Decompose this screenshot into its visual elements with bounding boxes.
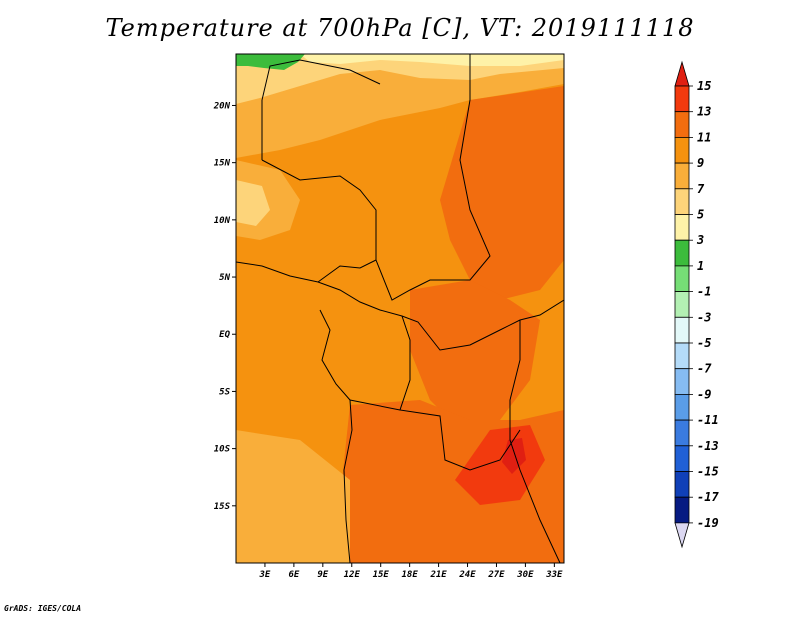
colorbar-label: 11 — [697, 130, 711, 144]
colorbar-bin — [674, 136, 690, 164]
colorbar-bin — [674, 291, 690, 318]
field-5-7-north — [236, 54, 564, 104]
colorbar-label: -17 — [697, 490, 719, 504]
colorbar-label: -9 — [697, 387, 711, 401]
field-11-13-congo — [410, 280, 540, 430]
lon-tick-label: 33E — [545, 570, 563, 580]
lat-tick-label: EQ — [219, 330, 230, 340]
colorbar-bottom-triangle — [674, 522, 690, 549]
lon-tick-label: 27E — [487, 570, 505, 580]
lon-tick-label: 18E — [402, 570, 419, 580]
colorbar-bin — [674, 419, 690, 447]
border-rift — [509, 320, 561, 563]
colorbar-label: 15 — [697, 79, 711, 93]
colorbar-label: 1 — [697, 259, 704, 273]
colorbar-bin — [674, 471, 690, 498]
border-angola-north — [349, 399, 401, 411]
latitude-axis: 20N 15N 10N 5N EQ 5S 10S 15S — [213, 101, 236, 512]
colorbar: 15 13 11 9 7 5 3 1 -1 -3 -5 -7 -9 -11 -13 -15 -17 -19 — [674, 60, 719, 549]
lon-tick-label: 9E — [317, 570, 328, 580]
colorbar-bin — [674, 85, 690, 113]
lon-tick-label: 30E — [516, 570, 534, 580]
longitude-axis: 3E 6E 9E 12E 15E 18E 21E 24E 27E 30E 33E — [259, 563, 563, 580]
border-sahel — [261, 54, 491, 301]
colorbar-label: -5 — [697, 336, 711, 350]
lon-tick-label: 21E — [429, 570, 447, 580]
colorbar-label: -11 — [697, 413, 719, 427]
colorbar-label: -15 — [697, 465, 719, 479]
colorbar-label: -13 — [697, 439, 719, 453]
colorbar-bin — [674, 342, 690, 370]
colorbar-label: -3 — [697, 310, 711, 324]
lon-tick-label: 3E — [259, 570, 271, 580]
lon-tick-label: 15E — [373, 570, 390, 580]
lat-tick-label: 10S — [214, 445, 231, 455]
border-nigeria-cameroon — [317, 259, 377, 283]
colorbar-bin — [674, 265, 690, 292]
colorbar-bin — [674, 162, 690, 190]
grads-credit: GrADS: IGES/COLA — [4, 604, 82, 613]
lat-tick-label: 20N — [213, 101, 231, 111]
field-5-7-west — [236, 180, 270, 226]
colorbar-bin — [674, 316, 690, 344]
lat-tick-label: 5S — [219, 387, 230, 397]
lat-tick-label: 15N — [214, 159, 231, 169]
colorbar-bin — [674, 496, 690, 524]
field-1-3-north — [236, 54, 305, 70]
field-gt15-south — [502, 438, 526, 474]
colorbar-bin — [674, 188, 690, 215]
colorbar-bin — [674, 214, 690, 241]
colorbar-label: -1 — [697, 285, 711, 299]
lat-tick-label: 10N — [214, 216, 231, 226]
colorbar-label: -7 — [697, 362, 712, 376]
colorbar-label: -19 — [697, 516, 719, 530]
field-3-5-north — [300, 54, 564, 66]
lat-tick-label: 5N — [219, 273, 230, 283]
field-7-9-southwest — [236, 430, 350, 563]
colorbar-bin — [674, 239, 690, 267]
lon-tick-label: 6E — [288, 570, 299, 580]
colorbar-top-triangle — [674, 60, 690, 87]
colorbar-bin — [674, 393, 690, 421]
colorbar-bin — [674, 368, 690, 395]
chart-title: Temperature at 700hPa [C], VT: 201911111… — [105, 14, 695, 42]
temperature-field — [236, 54, 564, 563]
border-drc — [399, 315, 521, 471]
colorbar-bin — [674, 445, 690, 472]
field-11-13-northeast — [440, 86, 564, 300]
lon-tick-label: 24E — [458, 570, 476, 580]
colorbar-bin — [674, 111, 690, 138]
colorbar-label: 9 — [697, 156, 704, 170]
colorbar-label: 7 — [697, 182, 705, 196]
lon-tick-label: 12E — [344, 570, 361, 580]
colorbar-label: 3 — [696, 233, 704, 247]
country-borders — [236, 54, 564, 563]
map-frame — [235, 53, 565, 564]
colorbar-label: 5 — [697, 208, 704, 222]
colorbar-label: 13 — [697, 105, 711, 119]
lat-tick-label: 15S — [214, 502, 231, 512]
